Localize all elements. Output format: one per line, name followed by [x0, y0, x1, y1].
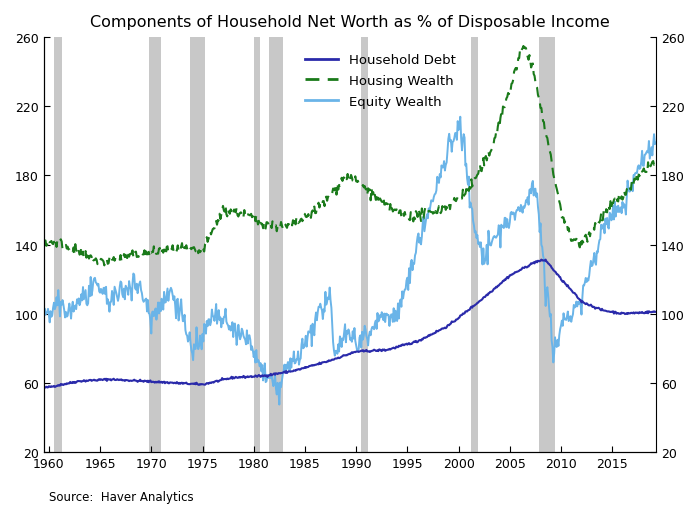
Text: Source:  Haver Analytics: Source: Haver Analytics — [49, 490, 194, 503]
Legend: Household Debt, Housing Wealth, Equity Wealth: Household Debt, Housing Wealth, Equity W… — [300, 49, 461, 114]
Bar — [148, 38, 160, 452]
Bar — [471, 38, 478, 452]
Bar — [54, 38, 62, 452]
Bar — [269, 38, 284, 452]
Bar — [361, 38, 368, 452]
Bar — [253, 38, 260, 452]
Title: Components of Household Net Worth as % of Disposable Income: Components of Household Net Worth as % o… — [90, 15, 610, 30]
Bar — [540, 38, 555, 452]
Bar — [190, 38, 204, 452]
